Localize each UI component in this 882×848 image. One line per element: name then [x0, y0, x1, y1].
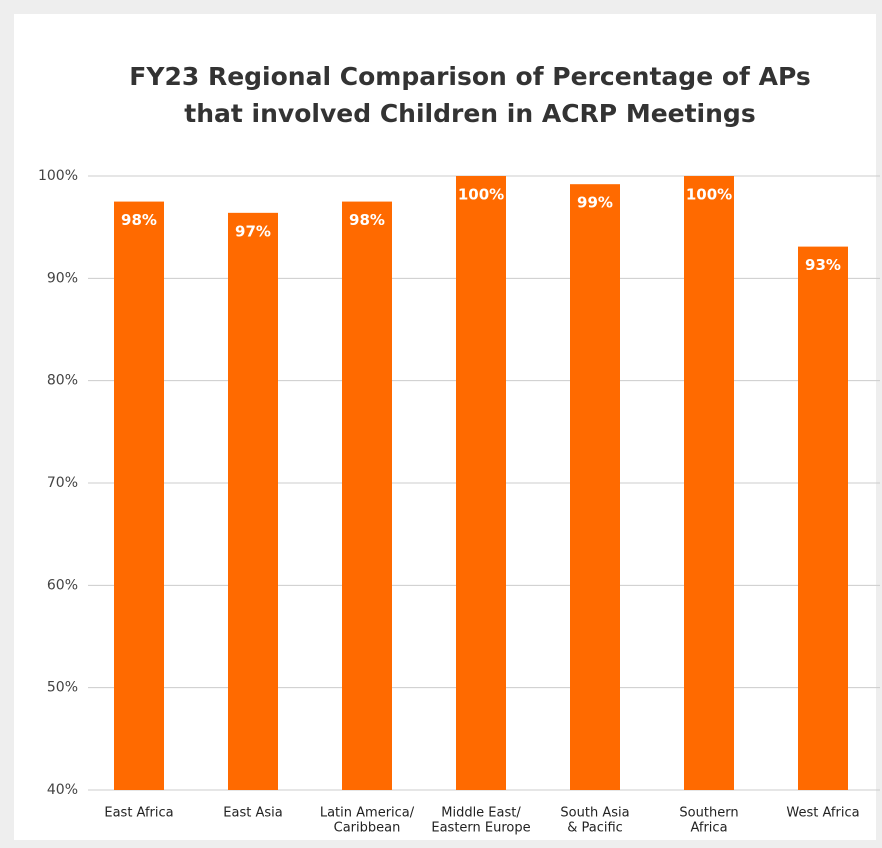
y-tick-label: 80% [47, 373, 78, 389]
chart-title: that involved Children in ACRP Meetings [184, 99, 755, 128]
bar [684, 176, 734, 790]
x-tick-label: & Pacific [567, 821, 623, 836]
value-label: 99% [577, 194, 613, 212]
x-tick-label: Eastern Europe [431, 821, 530, 836]
x-tick-label: East Africa [104, 806, 173, 821]
x-tick-label: Middle East/ [441, 806, 521, 821]
chart-title: FY23 Regional Comparison of Percentage o… [129, 62, 810, 91]
y-tick-label: 40% [47, 782, 78, 798]
x-tick-label: West Africa [786, 806, 859, 821]
bar [798, 246, 848, 791]
bar [228, 212, 278, 791]
value-label: 97% [235, 222, 271, 240]
x-tick-label: Southern [679, 806, 738, 821]
value-label: 93% [805, 256, 841, 274]
y-tick-label: 100% [38, 168, 78, 184]
value-label: 98% [121, 211, 157, 229]
x-tick-label: Africa [690, 821, 727, 836]
value-label: 98% [349, 211, 385, 229]
bar [570, 184, 620, 791]
value-label: 100% [686, 186, 732, 204]
bar [342, 201, 392, 791]
y-tick-label: 60% [47, 577, 78, 593]
x-tick-label: East Asia [223, 806, 282, 821]
x-tick-label: Caribbean [334, 821, 401, 836]
bar [456, 176, 506, 790]
bar [114, 201, 164, 791]
y-tick-label: 70% [47, 475, 78, 491]
value-label: 100% [458, 186, 504, 204]
x-tick-label: Latin America/ [320, 806, 415, 821]
x-tick-label: South Asia [560, 806, 629, 821]
y-tick-label: 90% [47, 270, 78, 286]
y-tick-label: 50% [47, 680, 78, 696]
